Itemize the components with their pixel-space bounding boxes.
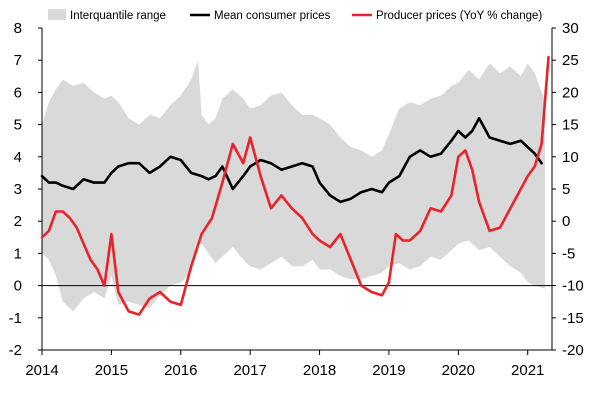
mean-consumer-prices-line xyxy=(40,116,543,204)
x-tick-label: 2021 xyxy=(511,362,544,379)
y-left-tick-label: 7 xyxy=(14,52,22,69)
y-left-tick-label: 6 xyxy=(14,84,22,101)
x-tick-label: 2019 xyxy=(372,362,405,379)
legend-label-interquantile-range: Interquantile range xyxy=(70,10,166,22)
y-right-tick-label: -10 xyxy=(562,278,584,295)
x-tick-label: 2014 xyxy=(25,362,58,379)
y-right-tick-label: 20 xyxy=(562,84,579,101)
legend-swatch-interquantile-range xyxy=(48,9,66,20)
x-tick-label: 2015 xyxy=(95,362,128,379)
x-tick-label: 2017 xyxy=(233,362,266,379)
series-layer xyxy=(40,55,550,316)
y-left-tick-label: -2 xyxy=(9,342,22,359)
y-left-tick-label: 0 xyxy=(14,278,22,295)
y-right-tick-label: -5 xyxy=(562,245,575,262)
y-right-tick-label: 10 xyxy=(562,149,579,166)
y-left-tick-label: 5 xyxy=(14,117,22,134)
legend-label-mean-consumer-prices: Mean consumer prices xyxy=(214,10,331,22)
y-right-tick-label: 30 xyxy=(562,20,579,37)
y-right-tick-label: 0 xyxy=(562,213,570,230)
y-left-tick-label: 3 xyxy=(14,181,22,198)
x-tick-label: 2016 xyxy=(164,362,197,379)
y-right-tick-label: 15 xyxy=(562,117,579,134)
y-right-tick-label: 5 xyxy=(562,181,570,198)
interquantile-range-band xyxy=(42,60,546,312)
legend: Interquantile range Mean consumer prices P… xyxy=(48,9,542,22)
y-right-tick-label: -15 xyxy=(562,310,584,327)
producer-prices-line xyxy=(40,55,550,316)
x-tick-label: 2018 xyxy=(303,362,336,379)
band-layer xyxy=(42,60,546,312)
axis-layer: -2-1012345678-20-15-10-50510152025302014… xyxy=(9,20,584,379)
x-tick-label: 2020 xyxy=(442,362,475,379)
y-left-tick-label: 4 xyxy=(14,149,22,166)
y-left-tick-label: 1 xyxy=(14,245,22,262)
y-right-tick-label: 25 xyxy=(562,52,579,69)
y-left-tick-label: 2 xyxy=(14,213,22,230)
y-right-tick-label: -20 xyxy=(562,342,584,359)
y-left-tick-label: -1 xyxy=(9,310,22,327)
y-left-tick-label: 8 xyxy=(14,20,22,37)
legend-label-producer-prices: Producer prices (YoY % change) xyxy=(376,10,542,22)
